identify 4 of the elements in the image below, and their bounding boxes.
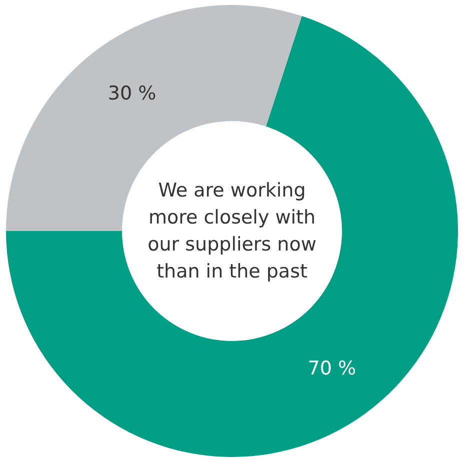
data-label: 70 %: [308, 358, 356, 380]
donut-slice: [6, 16, 458, 457]
text: We are working more closely with our suppliers now than in the past: [148, 180, 316, 282]
data-label: 30 %: [108, 82, 156, 104]
